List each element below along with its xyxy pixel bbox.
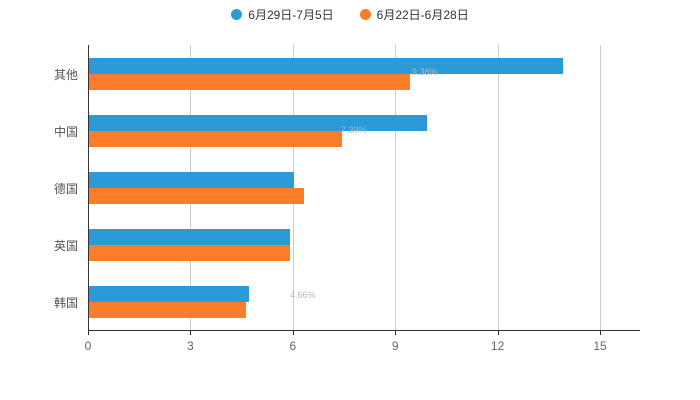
legend: 6月29日-7月5日 6月22日-6月28日 [0,6,700,23]
legend-marker-orange-icon [359,9,371,20]
x-tick-label: 0 [84,339,92,353]
x-tick-mark [88,330,89,335]
legend-marker-blue-icon [231,9,243,20]
grid-line [497,45,499,330]
legend-item-week1[interactable]: 6月22日-6月28日 [359,6,469,23]
bar-orange[interactable] [89,244,291,261]
bar-blue[interactable] [89,171,294,188]
y-axis-line [88,45,89,330]
x-tick-label: 3 [187,339,194,353]
bar-blue[interactable] [89,285,250,302]
bar-orange[interactable] [89,301,246,318]
x-tick-mark [190,330,192,335]
x-tick-mark [600,330,601,335]
category-label: 德国 [53,181,78,196]
legend-item-week2[interactable]: 6月29日-7月5日 [231,6,334,23]
data-label: 4.66% [290,290,316,300]
x-axis-line [88,330,640,331]
category-label: 英国 [53,238,78,253]
category-label: 中国 [53,124,78,139]
bar-orange[interactable] [89,187,305,204]
category-label: 韩国 [53,295,78,310]
x-tick-label: 12 [490,339,505,353]
bar-orange[interactable] [89,130,342,147]
x-tick-label: 6 [289,339,297,353]
x-tick-mark [395,330,397,335]
category-label: 其他 [53,67,78,82]
bar-blue[interactable] [89,114,427,131]
grid-line [600,45,601,330]
bar-blue[interactable] [89,228,291,245]
bar-blue[interactable] [89,57,564,74]
bar-orange[interactable] [89,73,410,90]
x-tick-mark [497,330,499,335]
x-tick-mark [292,330,294,335]
x-tick-label: 9 [391,339,399,353]
x-tick-label: 15 [593,339,607,353]
legend-label: 6月22日-6月28日 [376,8,469,22]
grid-line [395,45,397,330]
data-label: 7.39% [341,125,367,135]
legend-label: 6月29日-7月5日 [248,8,334,22]
data-label: 9.38% [412,67,438,77]
